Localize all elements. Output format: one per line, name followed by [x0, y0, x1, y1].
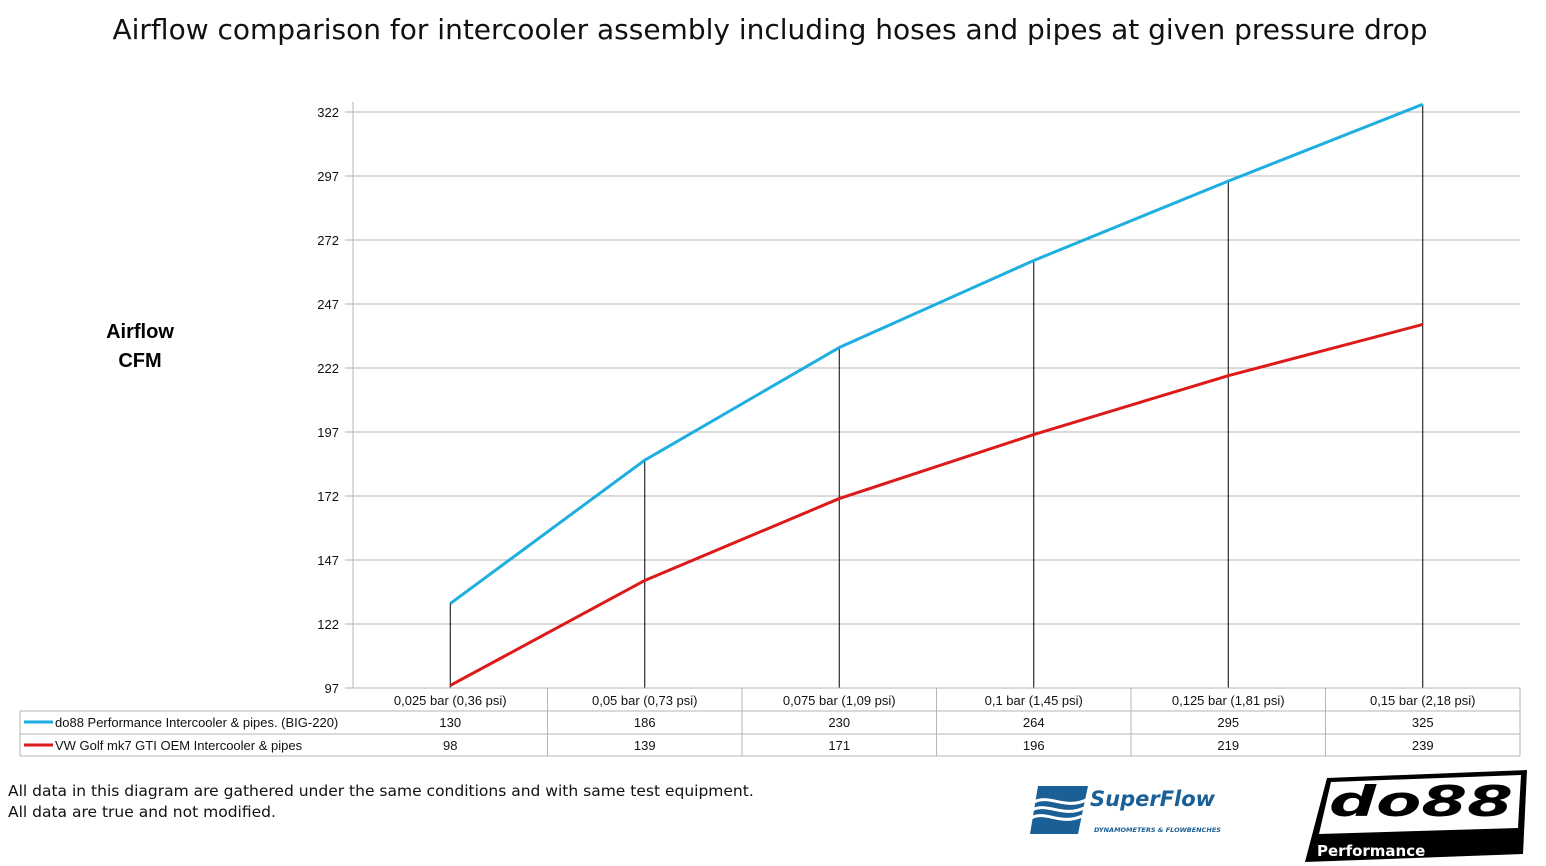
y-axis-label: Airflow CFM — [90, 318, 190, 376]
x-tick-label: 0,05 bar (0,73 psi) — [592, 693, 698, 708]
y-tick-label: 322 — [317, 105, 339, 120]
y-tick-label: 297 — [317, 169, 339, 184]
y-tick-label: 122 — [317, 617, 339, 632]
data-label: 325 — [1412, 715, 1434, 730]
y-axis-label-line2: CFM — [118, 350, 162, 372]
svg-text:SuperFlow: SuperFlow — [1090, 787, 1216, 811]
footer-note-line: All data in this diagram are gathered un… — [8, 782, 754, 800]
data-label: 139 — [634, 738, 656, 753]
legend-label: do88 Performance Intercooler & pipes. (B… — [55, 715, 338, 730]
x-tick-label: 0,125 bar (1,81 psi) — [1172, 693, 1285, 708]
data-label: 230 — [828, 715, 850, 730]
y-tick-label: 172 — [317, 489, 339, 504]
x-tick-label: 0,075 bar (1,09 psi) — [783, 693, 896, 708]
y-tick-label: 97 — [325, 681, 339, 696]
data-label: 219 — [1217, 738, 1239, 753]
y-tick-label: 222 — [317, 361, 339, 376]
data-label: 264 — [1023, 715, 1045, 730]
data-label: 130 — [439, 715, 461, 730]
x-tick-label: 0,15 bar (2,18 psi) — [1370, 693, 1476, 708]
series-line-1 — [449, 323, 1424, 687]
data-label: 171 — [828, 738, 850, 753]
footer-note-line: All data are true and not modified. — [8, 803, 276, 821]
y-tick-label: 272 — [317, 233, 339, 248]
do88-logo: do88 Performance — [1305, 770, 1527, 862]
x-tick-label: 0,025 bar (0,36 psi) — [394, 693, 507, 708]
svg-text:DYNAMOMETERS & FLOWBENCHES: DYNAMOMETERS & FLOWBENCHES — [1094, 826, 1221, 834]
y-tick-label: 197 — [317, 425, 339, 440]
x-tick-label: 0,1 bar (1,45 psi) — [985, 693, 1083, 708]
y-tick-label: 247 — [317, 297, 339, 312]
chart-title: Airflow comparison for intercooler assem… — [112, 13, 1428, 46]
y-tick-label: 147 — [317, 553, 339, 568]
data-label: 196 — [1023, 738, 1045, 753]
svg-text:do88: do88 — [1329, 777, 1513, 826]
y-axis-label-line1: Airflow — [106, 321, 174, 343]
footer-note: All data in this diagram are gathered un… — [8, 781, 754, 823]
superflow-logo: SuperFlow DYNAMOMETERS & FLOWBENCHES — [1030, 786, 1221, 834]
data-label: 239 — [1412, 738, 1434, 753]
legend-label: VW Golf mk7 GTI OEM Intercooler & pipes — [55, 738, 303, 753]
data-label: 98 — [443, 738, 457, 753]
data-label: 295 — [1217, 715, 1239, 730]
data-label: 186 — [634, 715, 656, 730]
series-line-0 — [449, 102, 1424, 605]
svg-text:Performance: Performance — [1317, 842, 1425, 860]
